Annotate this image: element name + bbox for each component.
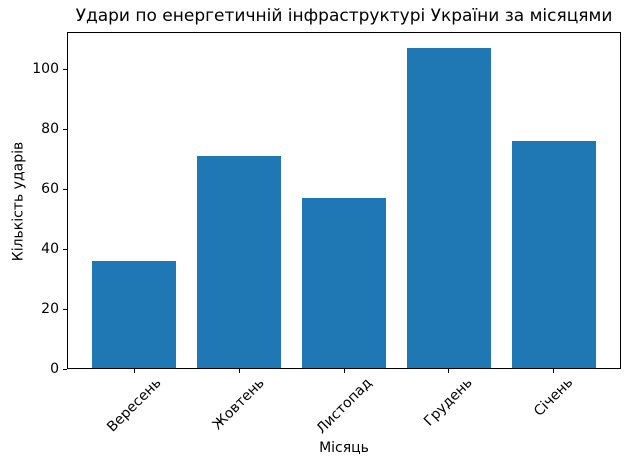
- y-tick: [63, 188, 67, 190]
- y-tick: [63, 368, 67, 370]
- y-tick-label: 60: [41, 181, 59, 198]
- y-tick-label: 20: [41, 301, 59, 317]
- bar: [406, 48, 491, 369]
- bar: [302, 198, 386, 369]
- chart-title: Удари по енергетичній інфраструктурі Укр…: [75, 6, 613, 26]
- x-tick: [133, 369, 135, 373]
- x-tick-label: Грудень: [421, 374, 477, 430]
- y-tick-label: 40: [41, 241, 59, 258]
- bar: [511, 141, 596, 369]
- y-tick: [63, 248, 67, 250]
- x-tick: [238, 369, 240, 373]
- x-tick: [448, 369, 450, 373]
- x-axis-label: Місяць: [319, 440, 369, 456]
- bar: [92, 261, 177, 369]
- x-tick: [553, 369, 555, 373]
- x-tick-label: Жовтень: [209, 374, 268, 434]
- y-tick-label: 80: [41, 121, 59, 138]
- y-tick-label: 0: [50, 361, 59, 377]
- x-tick-label: Січень: [530, 375, 577, 421]
- y-tick-label: 100: [32, 61, 59, 78]
- y-tick: [63, 128, 67, 130]
- x-tick-label: Листопад: [312, 374, 375, 437]
- y-tick: [63, 308, 67, 310]
- x-tick-label: Вересень: [103, 374, 165, 436]
- x-tick: [343, 369, 345, 373]
- y-tick: [63, 68, 67, 70]
- bar: [197, 156, 282, 369]
